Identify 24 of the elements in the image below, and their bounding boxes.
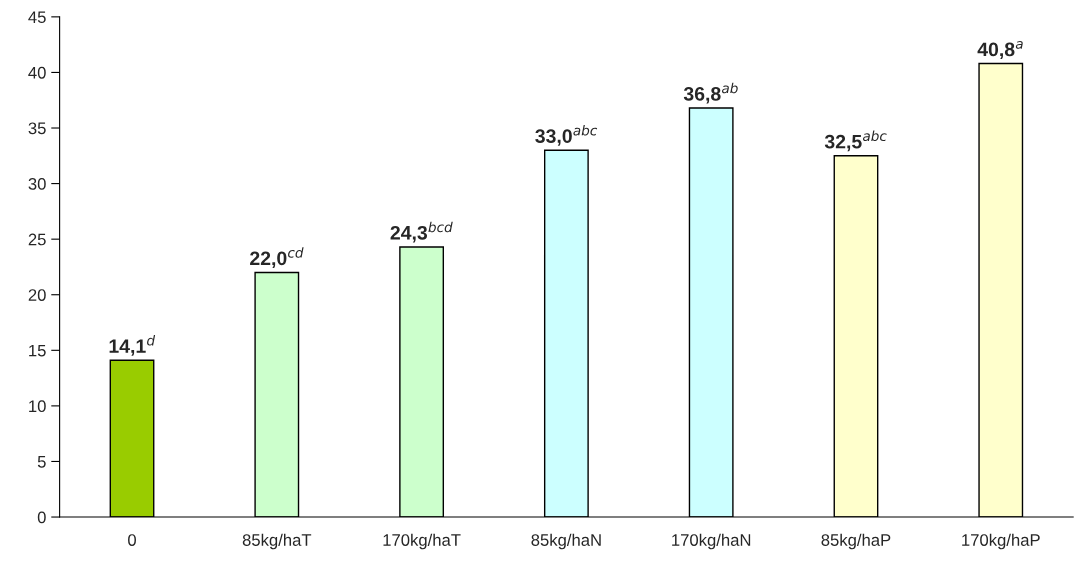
y-tick-label: 15 bbox=[29, 344, 46, 357]
y-tick-label: 0 bbox=[37, 511, 46, 524]
x-tick-label: 85kg/haT bbox=[242, 533, 312, 550]
y-tick-label: 45 bbox=[28, 11, 46, 24]
data-label: 14,1$^{d}$ bbox=[109, 335, 156, 356]
y-tick-label: 5 bbox=[37, 456, 46, 468]
x-tick-label: 170kg/haN bbox=[672, 533, 751, 550]
y-tick-label: 20 bbox=[28, 289, 46, 301]
x-tick-label: 170kg/haT bbox=[383, 533, 461, 550]
data-label: 22,0$^{cd}$ bbox=[250, 247, 304, 269]
data-label: 33,0$^{abc}$ bbox=[535, 124, 598, 146]
data-label: 36,8$^{ab}$ bbox=[683, 82, 738, 104]
y-tick-label: 10 bbox=[29, 400, 46, 413]
x-tick-label: 85kg/haN bbox=[531, 533, 601, 550]
x-tick-label: 85kg/haP bbox=[821, 533, 891, 550]
data-label: 32,5$^{abc}$ bbox=[824, 130, 887, 152]
y-tick-label: 35 bbox=[28, 122, 46, 135]
data-label: 40,8$^{a}$ bbox=[977, 41, 1023, 60]
x-tick-label: 0 bbox=[128, 534, 136, 546]
y-tick-label: 25 bbox=[28, 233, 46, 246]
data-label: 24,3$^{bcd}$ bbox=[390, 221, 453, 243]
y-tick-label: 30 bbox=[28, 177, 46, 190]
y-tick-label: 40 bbox=[28, 66, 46, 79]
x-tick-label: 170kg/haP bbox=[962, 533, 1040, 550]
